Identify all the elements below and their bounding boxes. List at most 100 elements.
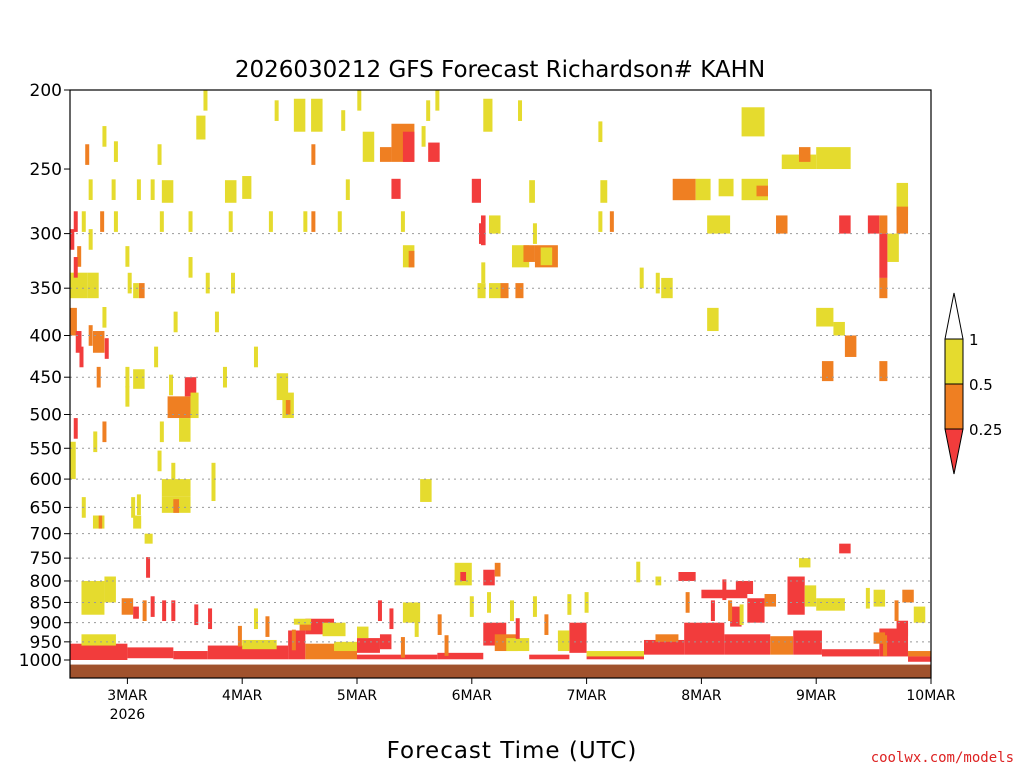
ri-cell-101 [237,625,242,647]
ri-cell-87 [544,614,549,635]
x-axis-label: Forecast Time (UTC) [387,738,638,764]
ri-cell-5 [435,90,440,111]
ri-cell-99 [437,614,442,635]
ri-cell-48 [214,311,219,333]
ri-cell-43 [125,246,130,267]
ri-region-11 [224,180,237,203]
ri-cell-39 [77,246,82,267]
y-tick-label-850: 850 [30,593,62,613]
ri-region-79 [81,580,105,615]
ri-cell-16 [311,144,316,165]
ri-cell-2 [357,90,362,111]
x-tick-label-6: 9MAR [796,688,837,704]
ri-cell-54 [125,366,130,388]
ri-region-88 [730,606,742,627]
ri-cell-26 [268,211,273,232]
ri-cell-58 [253,346,258,368]
ri-cell-103 [400,637,405,658]
ri-region-96 [902,589,914,603]
ri-region-132 [288,630,306,660]
ri-region-57 [70,307,77,336]
y-tick-label-200: 200 [30,81,62,101]
ri-region-41 [879,361,888,382]
ri-region-126 [70,643,128,660]
ri-region-49 [500,283,509,299]
legend-top-arrow [944,292,964,340]
ri-region-47 [540,247,553,266]
ri-region-136 [437,652,484,660]
ri-region-63 [167,396,191,419]
ri-cell-20 [73,211,78,232]
ri-region-89 [747,598,765,623]
ri-region-115 [644,639,685,655]
ri-cell-18 [421,126,426,147]
ri-region-30 [867,215,880,234]
ri-cell-30 [311,211,316,232]
ri-cell-22 [113,211,118,232]
ri-region-51 [477,283,486,299]
ri-region-106 [322,622,346,637]
ri-region-39 [661,277,673,299]
ri-cell-94 [728,600,733,621]
x-tick-label-4: 7MAR [566,688,607,704]
ri-cell-84 [509,600,514,621]
plot-frame [69,89,932,679]
ri-cell-97 [894,600,899,621]
ri-region-25 [896,182,909,216]
ri-region-100 [483,569,495,586]
ri-region-138 [586,654,644,660]
ri-cell-11 [88,179,93,200]
legend-swatch-yellow [944,338,964,385]
ri-cell-13 [136,179,141,200]
ri-region-19 [756,185,768,197]
ri-region-9 [483,98,493,132]
ri-region-56 [87,272,99,299]
ri-region-122 [896,620,909,637]
ri-cell-66 [211,462,216,484]
ri-cell-76 [194,604,199,626]
ri-cell-32 [478,223,483,244]
ri-region-131 [242,639,277,650]
ri-cell-49 [79,346,84,368]
ri-region-78 [420,479,432,502]
x-tick-label-0: 3MAR [107,688,148,704]
ri-cell-68 [136,494,141,516]
ri-cell-72 [150,596,155,617]
ri-cell-53 [96,366,101,388]
legend-label-05: 0.5 [969,376,993,394]
ground-surface [70,664,931,678]
ri-region-116 [655,634,679,642]
ri-region-34 [879,277,888,299]
ri-region-36 [833,321,845,336]
ri-region-26 [896,206,909,234]
ri-cell-42 [127,272,132,294]
ri-cell-9 [85,144,90,165]
ri-cell-29 [400,211,405,232]
ri-region-109 [357,626,369,639]
ri-cell-14 [150,179,155,200]
ri-cell-15 [157,144,162,165]
ri-cell-93 [710,600,715,621]
ri-cell-38 [70,229,75,250]
ri-cell-57 [222,366,227,388]
ri-cell-60 [102,421,107,443]
ri-region-62 [133,283,139,299]
ri-cell-82 [469,596,474,617]
ri-cell-61 [93,431,98,453]
y-tick-label-650: 650 [30,498,62,518]
x-tick-label-3: 6MAR [452,688,493,704]
ri-region-45 [523,245,535,262]
ri-region-35 [816,307,834,327]
ri-cell-17 [345,179,350,200]
ri-cell-36 [655,272,660,294]
ri-region-66 [179,418,191,442]
ri-cell-89 [515,618,520,639]
ri-cell-90 [636,561,641,583]
ri-region-60 [133,369,145,389]
ri-region-91 [678,572,696,581]
ri-cell-10 [113,141,118,162]
ri-region-29 [839,215,851,234]
ri-region-99 [460,572,467,581]
ri-cell-75 [162,600,167,621]
ri-cell-52 [104,338,109,359]
